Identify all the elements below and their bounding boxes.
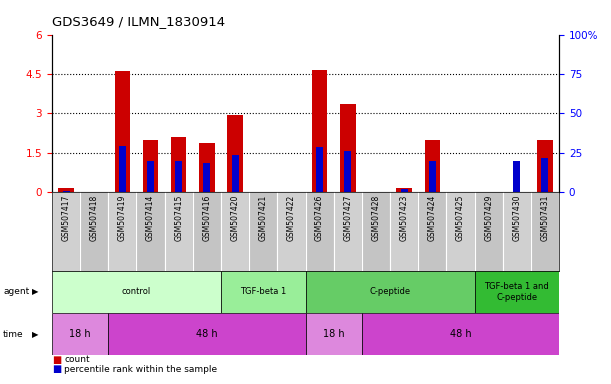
Bar [340, 104, 356, 192]
Bar [306, 271, 475, 313]
Bar [80, 192, 108, 271]
Bar [171, 137, 186, 192]
Bar [475, 192, 503, 271]
Text: time: time [3, 329, 24, 339]
Text: GSM507428: GSM507428 [371, 194, 381, 241]
Bar [306, 192, 334, 271]
Bar [143, 139, 158, 192]
Text: count: count [64, 355, 90, 364]
Bar [531, 192, 559, 271]
Bar [401, 189, 408, 192]
Bar [221, 271, 306, 313]
Bar [52, 192, 80, 271]
Text: TGF-beta 1: TGF-beta 1 [240, 287, 287, 296]
Text: TGF-beta 1 and
C-peptide: TGF-beta 1 and C-peptide [485, 282, 549, 301]
Text: GSM507422: GSM507422 [287, 194, 296, 241]
Bar [447, 192, 475, 271]
Text: GSM507415: GSM507415 [174, 194, 183, 241]
Bar [513, 161, 521, 192]
Text: GSM507423: GSM507423 [400, 194, 409, 241]
Text: control: control [122, 287, 151, 296]
Bar [199, 144, 214, 192]
Text: GSM507430: GSM507430 [512, 194, 521, 241]
Bar [306, 313, 362, 355]
Text: GSM507426: GSM507426 [315, 194, 324, 241]
Bar [52, 313, 108, 355]
Text: ■: ■ [52, 364, 61, 374]
Bar [537, 139, 553, 192]
Text: ▶: ▶ [32, 329, 38, 339]
Bar [249, 192, 277, 271]
Text: agent: agent [3, 287, 29, 296]
Bar [344, 151, 351, 192]
Bar [475, 271, 559, 313]
Text: 48 h: 48 h [196, 329, 218, 339]
Bar [503, 192, 531, 271]
Bar [362, 192, 390, 271]
Bar [164, 192, 193, 271]
Bar [541, 158, 549, 192]
Text: GSM507417: GSM507417 [62, 194, 70, 241]
Bar [115, 71, 130, 192]
Text: C-peptide: C-peptide [370, 287, 411, 296]
Bar [147, 161, 154, 192]
Bar [52, 271, 221, 313]
Text: ▶: ▶ [32, 287, 38, 296]
Bar [227, 114, 243, 192]
Bar [108, 192, 136, 271]
Bar [221, 192, 249, 271]
Text: 48 h: 48 h [450, 329, 471, 339]
Bar [108, 313, 306, 355]
Bar [175, 161, 182, 192]
Text: 18 h: 18 h [69, 329, 91, 339]
Bar [390, 192, 418, 271]
Bar [429, 161, 436, 192]
Text: GSM507418: GSM507418 [90, 194, 99, 241]
Bar [425, 139, 440, 192]
Text: percentile rank within the sample: percentile rank within the sample [64, 365, 218, 374]
Text: ■: ■ [52, 355, 61, 365]
Bar [119, 146, 126, 192]
Text: GSM507427: GSM507427 [343, 194, 353, 241]
Bar [193, 192, 221, 271]
Bar [58, 188, 74, 192]
Text: GSM507416: GSM507416 [202, 194, 211, 241]
Bar [418, 192, 447, 271]
Bar [397, 188, 412, 192]
Text: GSM507429: GSM507429 [484, 194, 493, 241]
Bar [203, 163, 210, 192]
Bar [277, 192, 306, 271]
Text: 18 h: 18 h [323, 329, 345, 339]
Text: GSM507419: GSM507419 [118, 194, 127, 241]
Bar [312, 70, 327, 192]
Bar [334, 192, 362, 271]
Text: GDS3649 / ILMN_1830914: GDS3649 / ILMN_1830914 [52, 15, 225, 28]
Text: GSM507420: GSM507420 [230, 194, 240, 241]
Bar [136, 192, 164, 271]
Text: GSM507425: GSM507425 [456, 194, 465, 241]
Text: GSM507431: GSM507431 [541, 194, 549, 241]
Bar [232, 155, 238, 192]
Bar [362, 313, 559, 355]
Text: GSM507414: GSM507414 [146, 194, 155, 241]
Bar [62, 191, 70, 192]
Text: GSM507421: GSM507421 [258, 194, 268, 241]
Bar [316, 147, 323, 192]
Text: GSM507424: GSM507424 [428, 194, 437, 241]
